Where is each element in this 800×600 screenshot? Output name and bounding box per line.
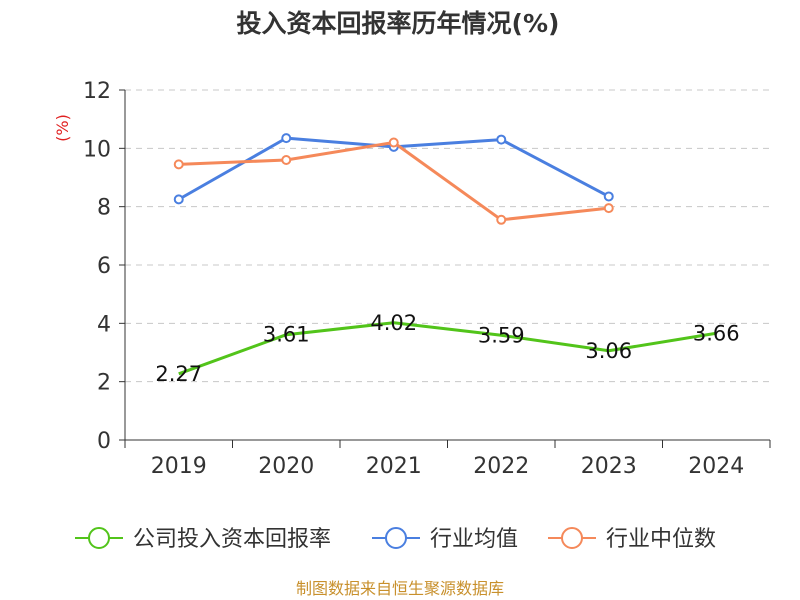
legend-item[interactable]: 公司投入资本回报率 [75, 527, 331, 552]
legend-circle-marker [561, 527, 583, 549]
legend[interactable]: 公司投入资本回报率 行业均值 行业中位数 [75, 527, 716, 552]
series-line [178, 141, 609, 222]
data-point-marker [173, 194, 184, 205]
chart-title: 投入资本回报率历年情况(%) [237, 9, 560, 38]
legend-item[interactable]: 行业中位数 [548, 527, 716, 552]
legend-circle-marker [88, 527, 110, 549]
legend-label: 行业中位数 [606, 527, 716, 552]
y-tick-label: 0 [97, 429, 111, 454]
x-tick-label: 2024 [688, 454, 744, 479]
x-tick-label: 2023 [581, 454, 637, 479]
y-axis-unit-label: (%) [53, 114, 72, 142]
data-label: 3.61 [263, 323, 310, 347]
data-point-marker [603, 191, 614, 202]
data-point-marker [388, 137, 399, 148]
data-label: 3.66 [693, 321, 740, 345]
series-line [178, 321, 717, 376]
y-tick-label: 12 [83, 79, 111, 104]
data-label: 3.06 [585, 339, 632, 363]
data-point-marker [603, 203, 614, 214]
grid-lines [125, 89, 770, 383]
data-labels: 2.27 3.61 4.02 3.59 3.06 3.66 [155, 311, 739, 386]
y-tick-label: 10 [83, 137, 111, 162]
data-point-marker [281, 155, 292, 165]
y-tick-label: 6 [97, 254, 111, 279]
legend-circle-marker [385, 527, 407, 549]
data-label: 3.59 [478, 323, 525, 347]
x-tick-label: 2020 [258, 454, 314, 479]
data-point-marker [173, 159, 184, 170]
y-tick-label: 2 [97, 371, 111, 396]
data-point-marker [496, 214, 507, 225]
data-point-marker [496, 134, 507, 145]
axes: 0 2 4 6 8 10 12 2019 2020 2021 2022 2023 2024 [83, 79, 771, 479]
y-tick-label: 4 [97, 312, 111, 337]
x-tick-label: 2022 [473, 454, 529, 479]
data-label: 4.02 [370, 311, 417, 335]
data-point-marker [281, 133, 292, 144]
y-tick-label: 8 [97, 196, 111, 221]
x-tick-label: 2021 [366, 454, 422, 479]
series-lines [173, 133, 717, 376]
data-source-note: 制图数据来自恒生聚源数据库 [296, 579, 504, 598]
legend-label: 公司投入资本回报率 [133, 527, 331, 552]
legend-label: 行业均值 [430, 527, 518, 552]
data-label: 2.27 [155, 362, 202, 386]
x-tick-label: 2019 [151, 454, 207, 479]
legend-item[interactable]: 行业均值 [372, 527, 518, 552]
